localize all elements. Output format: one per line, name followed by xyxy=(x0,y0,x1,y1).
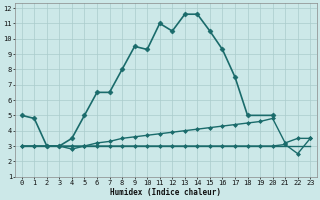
X-axis label: Humidex (Indice chaleur): Humidex (Indice chaleur) xyxy=(110,188,221,197)
